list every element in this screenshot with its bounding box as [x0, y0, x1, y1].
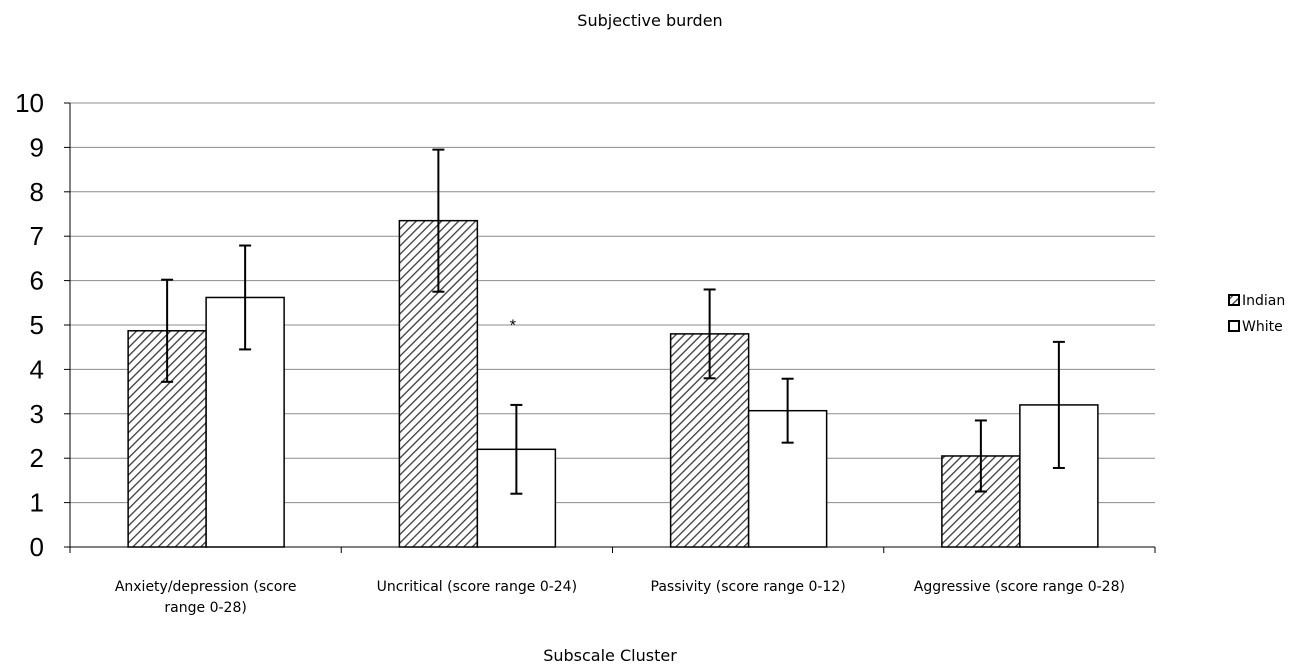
chart-title: Subjective burden — [577, 11, 722, 30]
legend-swatch-white — [1228, 320, 1240, 332]
significance-marker: * — [510, 318, 516, 335]
y-axis: 0 1 2 3 4 5 6 7 8 9 10 — [15, 88, 71, 562]
x-tick-label: Passivity (score range 0-12) — [651, 579, 846, 595]
legend-label-white: White — [1242, 319, 1283, 335]
x-axis: Anxiety/depression (score range 0-28) Uncr… — [69, 546, 1156, 616]
y-tick-label: 5 — [30, 310, 44, 340]
x-tick-label: range 0-28) — [164, 600, 246, 616]
y-tick-label: 6 — [30, 266, 44, 296]
y-tick-label: 7 — [30, 221, 44, 251]
y-tick-label: 4 — [30, 354, 44, 384]
y-tick-label: 0 — [30, 532, 44, 562]
y-tick-label: 9 — [30, 132, 44, 162]
y-tick-label: 3 — [30, 399, 44, 429]
y-tick-label: 1 — [30, 488, 44, 518]
y-tick-label: 2 — [30, 443, 44, 473]
legend-label-indian: Indian — [1242, 293, 1285, 309]
x-tick-label: Anxiety/depression (score — [115, 579, 297, 595]
x-axis-title: Subscale Cluster — [543, 646, 677, 665]
x-tick-label: Uncritical (score range 0-24) — [377, 579, 577, 595]
legend-swatch-indian — [1228, 294, 1240, 306]
y-tick-label: 10 — [15, 88, 44, 118]
bars: * — [127, 148, 1099, 548]
legend: Indian White — [1228, 293, 1285, 335]
y-tick-label: 8 — [30, 177, 44, 207]
x-tick-label: Aggressive (score range 0-28) — [914, 579, 1125, 595]
